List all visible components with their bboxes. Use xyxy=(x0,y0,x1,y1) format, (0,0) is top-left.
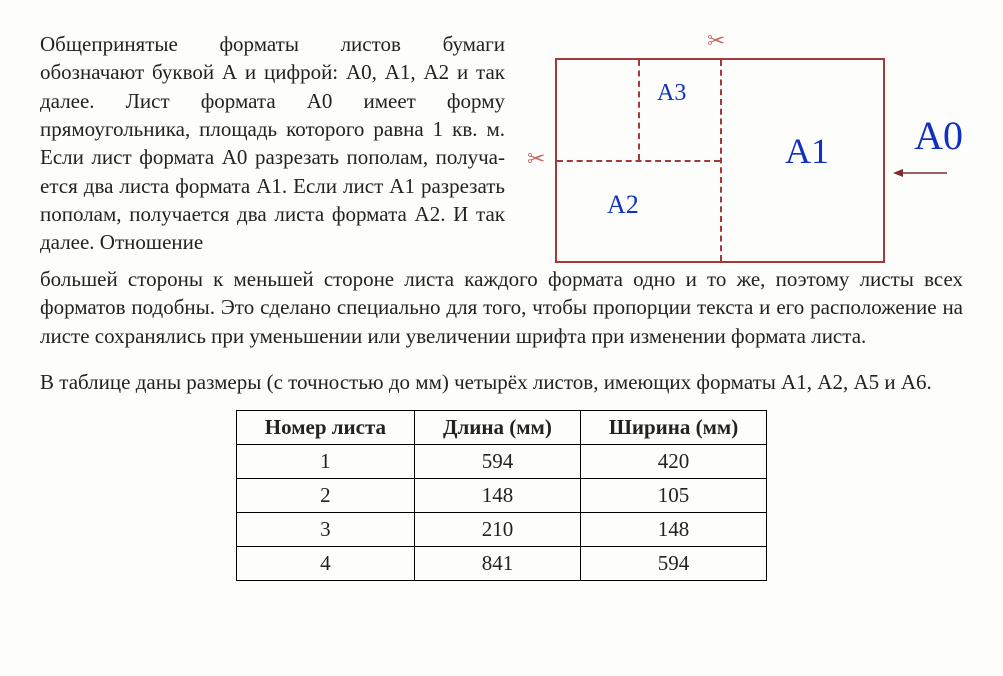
table-row: 3 210 148 xyxy=(236,513,766,547)
label-a2: A2 xyxy=(607,190,639,220)
scissors-icon: ✂ xyxy=(527,148,545,170)
cell: 148 xyxy=(580,513,766,547)
a0-rectangle: A1 A2 A3 xyxy=(555,58,885,263)
cell: 210 xyxy=(415,513,581,547)
table-intro-paragraph: В таблице даны размеры (с точностью до м… xyxy=(40,368,963,396)
cut-line-vertical-2 xyxy=(638,60,640,160)
table-header-row: Номер листа Длина (мм) Ширина (мм) xyxy=(236,411,766,445)
cut-line-vertical-1 xyxy=(720,60,722,261)
cell: 3 xyxy=(236,513,414,547)
cell: 4 xyxy=(236,547,414,581)
table-row: 4 841 594 xyxy=(236,547,766,581)
label-a1: A1 xyxy=(785,130,829,172)
cell: 1 xyxy=(236,445,414,479)
cut-line-horizontal xyxy=(557,160,720,162)
continuation-paragraph: большей стороны к меньшей стороне листа … xyxy=(40,265,963,350)
cell: 105 xyxy=(580,479,766,513)
cell: 594 xyxy=(580,547,766,581)
paper-sizes-table: Номер листа Длина (мм) Ширина (мм) 1 594… xyxy=(236,410,767,581)
cell: 148 xyxy=(415,479,581,513)
cell: 2 xyxy=(236,479,414,513)
scissors-icon: ✂ xyxy=(707,30,725,52)
arrow-icon xyxy=(893,166,947,180)
col-header: Ширина (мм) xyxy=(580,411,766,445)
cell: 594 xyxy=(415,445,581,479)
table-row: 1 594 420 xyxy=(236,445,766,479)
paper-formats-figure: ✂ ✂ A1 A2 A3 A0 xyxy=(525,30,963,263)
col-header: Номер листа xyxy=(236,411,414,445)
cell: 420 xyxy=(580,445,766,479)
label-a0: A0 xyxy=(914,112,963,159)
table-row: 2 148 105 xyxy=(236,479,766,513)
cell: 841 xyxy=(415,547,581,581)
col-header: Длина (мм) xyxy=(415,411,581,445)
label-a3: A3 xyxy=(657,80,686,107)
intro-paragraph: Общепринятые форматы листов бумаги обозн… xyxy=(40,30,505,257)
top-block: Общепринятые форматы листов бумаги обозн… xyxy=(40,30,963,263)
